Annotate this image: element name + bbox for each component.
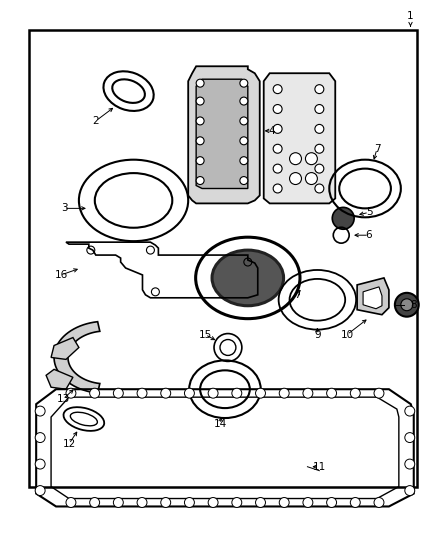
Polygon shape bbox=[46, 369, 73, 389]
Circle shape bbox=[196, 117, 204, 125]
Text: 12: 12 bbox=[62, 439, 76, 449]
Circle shape bbox=[240, 79, 248, 87]
Circle shape bbox=[374, 497, 384, 507]
Circle shape bbox=[290, 173, 301, 184]
Text: 3: 3 bbox=[61, 204, 67, 213]
Circle shape bbox=[137, 497, 147, 507]
Circle shape bbox=[290, 153, 301, 165]
Circle shape bbox=[303, 497, 313, 507]
Text: 2: 2 bbox=[92, 116, 99, 126]
Circle shape bbox=[255, 388, 265, 398]
Circle shape bbox=[240, 157, 248, 165]
Circle shape bbox=[273, 164, 282, 173]
Circle shape bbox=[405, 433, 415, 442]
Circle shape bbox=[374, 388, 384, 398]
Circle shape bbox=[273, 85, 282, 94]
Circle shape bbox=[66, 497, 76, 507]
Circle shape bbox=[240, 117, 248, 125]
Circle shape bbox=[405, 406, 415, 416]
Ellipse shape bbox=[212, 250, 283, 306]
Circle shape bbox=[305, 153, 318, 165]
Text: 13: 13 bbox=[57, 394, 70, 404]
Circle shape bbox=[90, 388, 99, 398]
Text: 11: 11 bbox=[313, 462, 326, 472]
Circle shape bbox=[240, 176, 248, 184]
Polygon shape bbox=[51, 337, 79, 359]
Circle shape bbox=[255, 497, 265, 507]
Circle shape bbox=[395, 293, 419, 317]
Circle shape bbox=[401, 299, 413, 311]
Text: 7: 7 bbox=[294, 290, 301, 300]
Circle shape bbox=[315, 144, 324, 153]
Circle shape bbox=[113, 388, 124, 398]
Circle shape bbox=[315, 184, 324, 193]
Text: 9: 9 bbox=[314, 329, 321, 340]
Circle shape bbox=[161, 497, 171, 507]
Circle shape bbox=[196, 157, 204, 165]
Circle shape bbox=[273, 104, 282, 114]
Circle shape bbox=[35, 459, 45, 469]
Circle shape bbox=[315, 85, 324, 94]
Polygon shape bbox=[357, 278, 389, 314]
Circle shape bbox=[196, 97, 204, 105]
Text: 10: 10 bbox=[341, 329, 354, 340]
Polygon shape bbox=[188, 66, 260, 204]
Circle shape bbox=[35, 486, 45, 496]
Circle shape bbox=[240, 97, 248, 105]
Polygon shape bbox=[196, 79, 248, 189]
Bar bbox=[29, 29, 417, 487]
Polygon shape bbox=[363, 287, 382, 309]
Circle shape bbox=[196, 137, 204, 145]
Circle shape bbox=[208, 388, 218, 398]
Circle shape bbox=[305, 173, 318, 184]
Circle shape bbox=[273, 184, 282, 193]
Circle shape bbox=[35, 406, 45, 416]
Circle shape bbox=[113, 497, 124, 507]
Circle shape bbox=[350, 497, 360, 507]
Text: 14: 14 bbox=[213, 419, 226, 429]
Circle shape bbox=[35, 433, 45, 442]
Circle shape bbox=[350, 388, 360, 398]
Circle shape bbox=[161, 388, 171, 398]
Circle shape bbox=[208, 497, 218, 507]
Circle shape bbox=[303, 388, 313, 398]
Circle shape bbox=[184, 497, 194, 507]
Circle shape bbox=[405, 459, 415, 469]
Circle shape bbox=[240, 137, 248, 145]
Text: 8: 8 bbox=[410, 300, 417, 310]
Polygon shape bbox=[264, 73, 335, 204]
Text: 5: 5 bbox=[366, 207, 372, 217]
Circle shape bbox=[279, 497, 289, 507]
Circle shape bbox=[232, 497, 242, 507]
Polygon shape bbox=[54, 322, 100, 393]
Circle shape bbox=[315, 104, 324, 114]
Circle shape bbox=[90, 497, 99, 507]
Text: 1: 1 bbox=[407, 11, 414, 21]
Circle shape bbox=[66, 388, 76, 398]
Text: 6: 6 bbox=[366, 230, 372, 240]
Circle shape bbox=[327, 388, 336, 398]
Circle shape bbox=[315, 164, 324, 173]
Text: 7: 7 bbox=[374, 144, 380, 154]
Circle shape bbox=[273, 124, 282, 133]
Text: 16: 16 bbox=[54, 270, 67, 280]
Circle shape bbox=[332, 207, 354, 229]
Circle shape bbox=[184, 388, 194, 398]
Circle shape bbox=[137, 388, 147, 398]
Circle shape bbox=[279, 388, 289, 398]
Circle shape bbox=[405, 486, 415, 496]
Circle shape bbox=[232, 388, 242, 398]
Circle shape bbox=[315, 124, 324, 133]
Text: 4: 4 bbox=[268, 126, 275, 136]
Circle shape bbox=[327, 497, 336, 507]
Text: 15: 15 bbox=[198, 329, 212, 340]
Circle shape bbox=[196, 79, 204, 87]
Circle shape bbox=[196, 176, 204, 184]
Circle shape bbox=[273, 144, 282, 153]
